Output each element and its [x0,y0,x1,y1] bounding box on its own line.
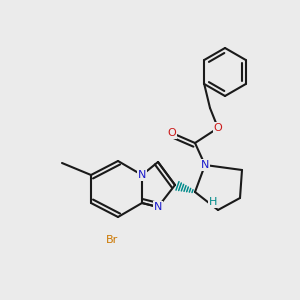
Text: O: O [168,128,176,138]
Text: H: H [209,197,217,207]
Text: N: N [201,160,209,170]
Text: N: N [154,202,162,212]
Text: N: N [138,170,146,180]
Text: O: O [214,123,222,133]
Text: Br: Br [106,235,118,245]
